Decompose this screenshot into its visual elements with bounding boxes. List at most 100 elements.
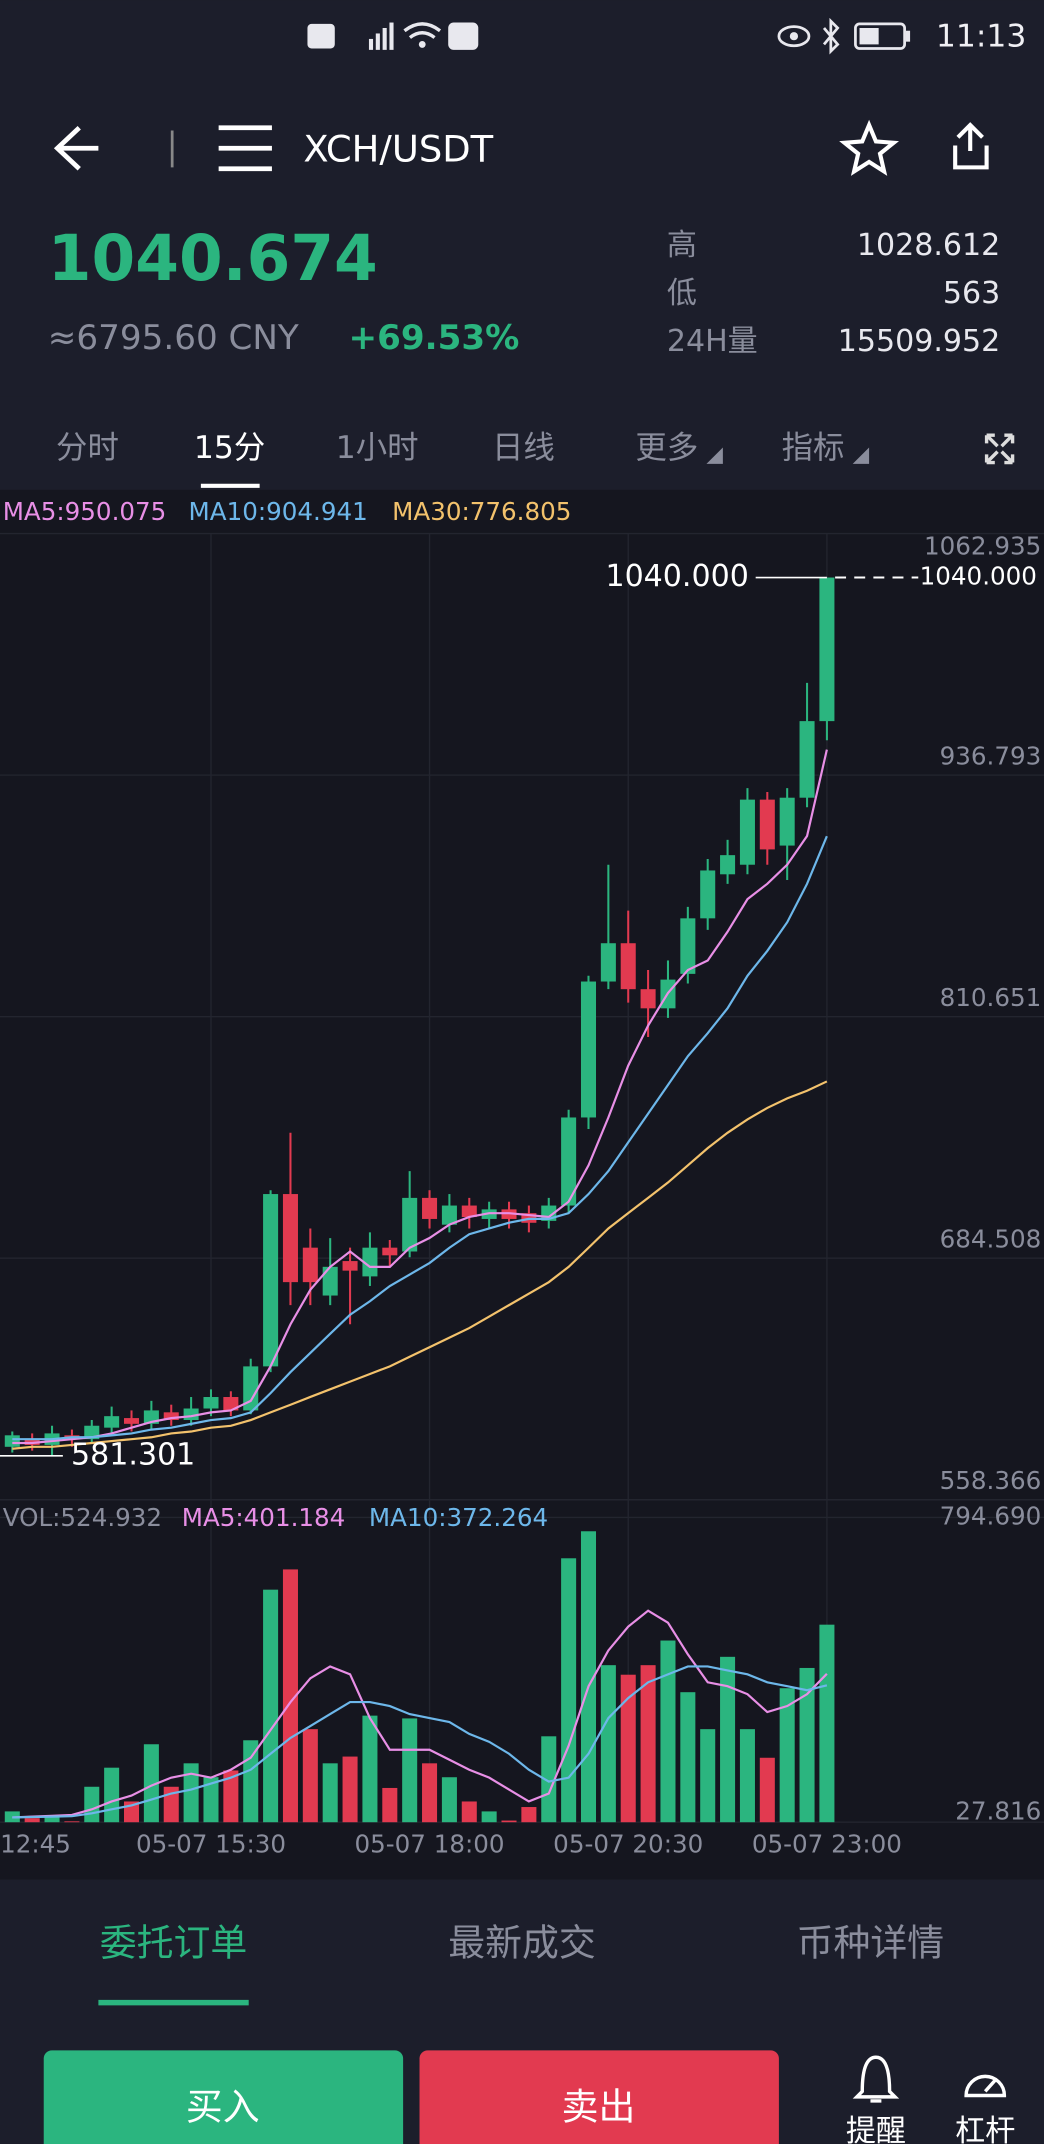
- stat-value: 1028.612: [857, 228, 1000, 263]
- candle-body: [819, 577, 835, 722]
- candle-body: [223, 1397, 239, 1411]
- volume-bar: [382, 1787, 398, 1823]
- volume-bar: [322, 1763, 338, 1823]
- bottom-tab[interactable]: 最新成交: [448, 1922, 596, 1965]
- candle-body: [203, 1397, 219, 1409]
- volume-bar: [501, 1820, 517, 1823]
- volume-bar: [422, 1763, 438, 1823]
- stat-label: 24H量: [667, 324, 758, 359]
- volume-bar: [680, 1692, 696, 1823]
- candle-body: [243, 1366, 259, 1411]
- volume-legend: VOL:524.932: [3, 1503, 162, 1532]
- candle-body: [739, 799, 755, 865]
- trade-button-label[interactable]: 买入: [186, 2086, 260, 2129]
- interval-tab[interactable]: 15分: [194, 430, 265, 466]
- candle-body: [422, 1197, 438, 1219]
- candle-body: [362, 1247, 378, 1277]
- candle-body: [342, 1261, 358, 1271]
- volume-bar: [342, 1756, 358, 1823]
- interval-tab[interactable]: 日线: [492, 430, 555, 466]
- trade-button-label[interactable]: 卖出: [562, 2086, 636, 2129]
- candle-body: [799, 721, 815, 798]
- candle-body: [779, 797, 795, 846]
- candle-body: [4, 1435, 20, 1447]
- back-button[interactable]: [53, 126, 99, 171]
- candle-body: [123, 1418, 140, 1424]
- sell-button[interactable]: [419, 2050, 779, 2144]
- share-button[interactable]: [953, 122, 989, 170]
- candle-body: [263, 1194, 279, 1367]
- candle-body: [561, 1117, 577, 1206]
- candle-body: [104, 1416, 120, 1428]
- volume-bar: [660, 1640, 676, 1823]
- price-cny: ≈6795.60 CNY: [48, 318, 299, 358]
- status-time: 11:13: [936, 19, 1027, 55]
- volume-ma-legend: MA5:401.184: [182, 1503, 346, 1532]
- volume-bar: [620, 1674, 636, 1823]
- volume-bar: [282, 1569, 298, 1823]
- volume-bar: [104, 1767, 120, 1823]
- ma-line: [12, 1665, 828, 1819]
- volume-bar: [779, 1688, 795, 1823]
- candle-body: [282, 1194, 298, 1283]
- volume-bar: [700, 1729, 716, 1823]
- candle-body: [461, 1205, 477, 1218]
- x-tick-label: 05-07 15:30: [136, 1829, 286, 1858]
- ma-line: [12, 1080, 828, 1450]
- volume-bar: [24, 1818, 40, 1823]
- stat-value: 15509.952: [838, 324, 1001, 359]
- y-tick-label: 558.366: [940, 1466, 1042, 1495]
- ma-line: [12, 749, 828, 1445]
- volume-bar: [243, 1740, 259, 1823]
- volume-bar: [580, 1531, 597, 1823]
- volume-bar: [183, 1763, 199, 1823]
- bottom-tab[interactable]: 币种详情: [797, 1922, 945, 1965]
- dropdown-triangle: [852, 447, 870, 464]
- dropdown-triangle: [706, 447, 723, 464]
- ma-legend: MA10:904.941: [189, 497, 368, 526]
- last-price-label: 1040.000: [605, 559, 748, 594]
- volume-bar: [362, 1715, 378, 1823]
- volume-bar: [799, 1667, 815, 1823]
- low-marker-label: 581.301: [71, 1437, 195, 1472]
- ma-line: [12, 835, 828, 1441]
- favorite-button[interactable]: [839, 119, 900, 176]
- bottom-tab[interactable]: 委托订单: [100, 1922, 248, 1965]
- fullscreen-button[interactable]: [984, 433, 1015, 465]
- candle-body: [382, 1247, 398, 1256]
- chart-area: [0, 489, 1044, 1880]
- volume-tick-label: 27.816: [955, 1797, 1041, 1826]
- interval-tab[interactable]: 指标: [782, 430, 845, 466]
- price-change: +69.53%: [348, 318, 519, 358]
- alert-icon[interactable]: [852, 2055, 900, 2103]
- ma-line: [12, 1609, 828, 1819]
- candle-body: [640, 989, 656, 1009]
- volume-bar: [84, 1786, 100, 1823]
- volume-bar: [521, 1807, 537, 1823]
- volume-bar: [402, 1718, 418, 1823]
- candle-body: [441, 1205, 457, 1225]
- stat-value: 563: [943, 276, 1000, 311]
- volume-ma-legend: MA10:372.264: [369, 1503, 548, 1532]
- volume-bar: [481, 1811, 497, 1823]
- interval-tab[interactable]: 1小时: [336, 430, 419, 466]
- interval-tab[interactable]: 更多: [635, 430, 698, 466]
- leverage-icon[interactable]: [964, 2074, 1007, 2098]
- volume-bar: [44, 1815, 60, 1823]
- candle-body: [183, 1408, 199, 1420]
- status-icons: [307, 17, 911, 55]
- interval-tab[interactable]: 分时: [56, 430, 119, 466]
- volume-bar: [143, 1744, 159, 1823]
- volume-bar: [561, 1558, 577, 1823]
- menu-button[interactable]: [218, 125, 272, 172]
- stat-label: 低: [667, 276, 697, 311]
- candle-body: [720, 855, 736, 875]
- candle-body: [402, 1197, 418, 1252]
- buy-button[interactable]: [43, 2050, 404, 2144]
- tool-label[interactable]: 杠杆: [955, 2114, 1015, 2144]
- y-tick-label: 936.793: [940, 741, 1042, 770]
- tool-label[interactable]: 提醒: [846, 2114, 906, 2144]
- volume-bar: [441, 1777, 457, 1823]
- volume-bar: [819, 1624, 835, 1823]
